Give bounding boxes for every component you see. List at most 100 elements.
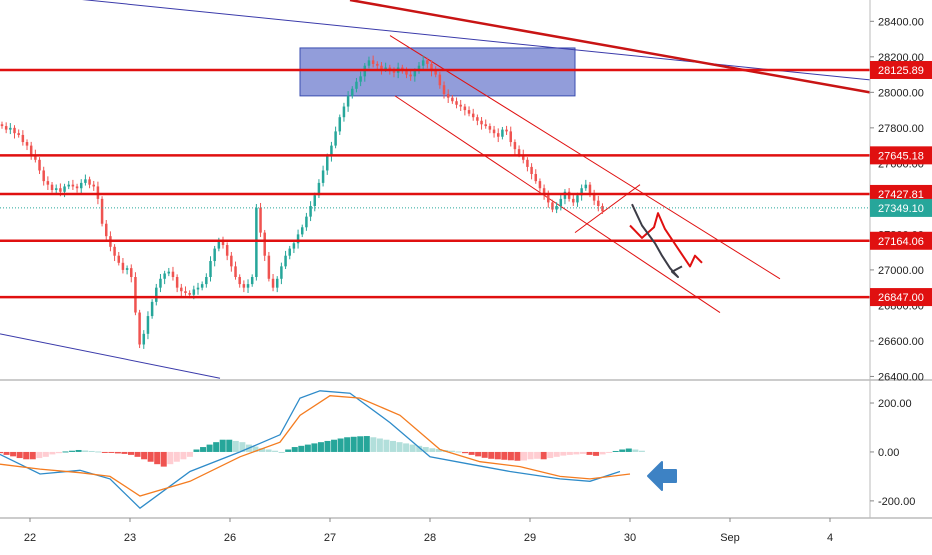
macd-hist-bar — [403, 443, 410, 452]
level-price-label-bg — [870, 288, 932, 307]
macd-tick-label: -200.00 — [878, 496, 915, 508]
price-tick-label: 26400.00 — [878, 371, 924, 383]
candle-body — [534, 174, 538, 182]
candle-body — [505, 129, 508, 132]
macd-hist-bar — [370, 437, 377, 452]
macd-pane — [0, 390, 677, 510]
candle-body — [121, 262, 125, 270]
candle-body — [463, 106, 467, 111]
candle-body — [409, 74, 412, 77]
candle-body — [142, 333, 146, 345]
macd-hist-bar — [55, 451, 62, 454]
macd-hist-bar — [3, 451, 10, 455]
level-price-label-bg — [870, 184, 932, 203]
trendline-0 — [82, 0, 871, 81]
macd-hist-bar — [272, 450, 279, 452]
candle-body — [46, 181, 50, 185]
level-price-label: 27645.18 — [878, 150, 924, 162]
price-tick-label: 27800.00 — [878, 123, 924, 135]
macd-hist-bar — [154, 451, 161, 465]
macd-hist-bar — [88, 450, 95, 452]
macd-hist-bar — [23, 451, 30, 460]
macd-hist-bar — [435, 449, 442, 452]
candle-body — [113, 246, 116, 256]
candle-body — [442, 85, 446, 95]
candle-body — [50, 184, 54, 190]
candle-body — [426, 60, 429, 64]
macd-hist-bar — [390, 440, 396, 452]
macd-hist-bar — [29, 451, 36, 460]
candle-body — [188, 292, 191, 295]
macd-hist-bar — [200, 447, 207, 452]
candle-body — [467, 110, 471, 114]
macd-hist-bar — [507, 451, 514, 461]
candle-body — [313, 195, 317, 206]
candle-body — [580, 188, 583, 196]
macd-line — [0, 390, 621, 510]
candle-body — [317, 182, 321, 196]
price-tick-label: 28000.00 — [878, 87, 924, 99]
candle-body — [459, 104, 462, 107]
macd-hist-bar — [265, 449, 272, 452]
candle-body — [196, 287, 200, 290]
candle-body — [180, 287, 183, 292]
macd-hist-bar — [501, 451, 508, 460]
macd-hist-bar — [350, 436, 357, 452]
time-tick-label: 23 — [124, 532, 136, 544]
candle-body — [480, 120, 483, 125]
macd-hist-bar — [422, 447, 429, 452]
candle-body — [238, 277, 241, 285]
macd-hist-bar — [134, 451, 141, 457]
macd-hist-bar — [462, 451, 469, 454]
candle-body — [455, 101, 458, 105]
macd-hist-bar — [206, 444, 213, 452]
candle-body — [25, 142, 29, 146]
price-tick-label: 28200.00 — [878, 52, 924, 64]
price-tick-label: 28400.00 — [878, 16, 924, 28]
candle-body — [321, 170, 325, 183]
macd-hist-bar — [593, 451, 600, 456]
price-tick-label: 27000.00 — [878, 265, 924, 277]
price-tick-label: 26600.00 — [878, 336, 924, 348]
candle-body — [367, 60, 371, 66]
macd-hist-bar — [566, 451, 573, 455]
time-tick-label: 27 — [324, 532, 336, 544]
candle-body — [521, 154, 525, 160]
macd-hist-bar — [239, 442, 246, 452]
macd-hist-bar — [337, 438, 344, 452]
candle-body — [259, 207, 262, 233]
freehand-drawing-0 — [629, 212, 703, 268]
level-price-label: 27164.06 — [878, 236, 924, 248]
macd-hist-bar — [10, 451, 17, 457]
level-price-label: 28125.89 — [878, 65, 924, 77]
macd-hist-bar — [121, 451, 128, 454]
trendline-4 — [394, 95, 721, 313]
candle-body — [484, 124, 487, 127]
macd-hist-bar — [632, 449, 639, 452]
candle-body — [288, 248, 291, 256]
macd-hist-bar — [376, 438, 383, 452]
time-tick-label: 30 — [624, 532, 636, 544]
macd-hist-bar — [75, 449, 82, 452]
macd-hist-bar — [213, 442, 220, 452]
candle-body — [200, 284, 204, 288]
macd-hist-bar — [606, 451, 613, 453]
candle-body — [192, 289, 196, 295]
macd-hist-bar — [331, 439, 338, 452]
macd-hist-bar — [521, 451, 527, 461]
macd-hist-bar — [16, 451, 23, 459]
last-price-label: 27349.10 — [878, 203, 924, 215]
level-price-label: 26847.00 — [878, 292, 924, 304]
candle-body — [242, 284, 246, 288]
candle-body — [4, 126, 8, 130]
candle-body — [271, 278, 275, 288]
candle-body — [517, 149, 521, 155]
candle-body — [334, 131, 337, 146]
candle-body — [413, 71, 417, 77]
candle-body — [421, 60, 425, 66]
candle-body — [567, 191, 571, 199]
macd-hist-bar — [494, 451, 501, 460]
macd-hist-bar — [291, 447, 298, 452]
candle-body — [125, 268, 129, 270]
